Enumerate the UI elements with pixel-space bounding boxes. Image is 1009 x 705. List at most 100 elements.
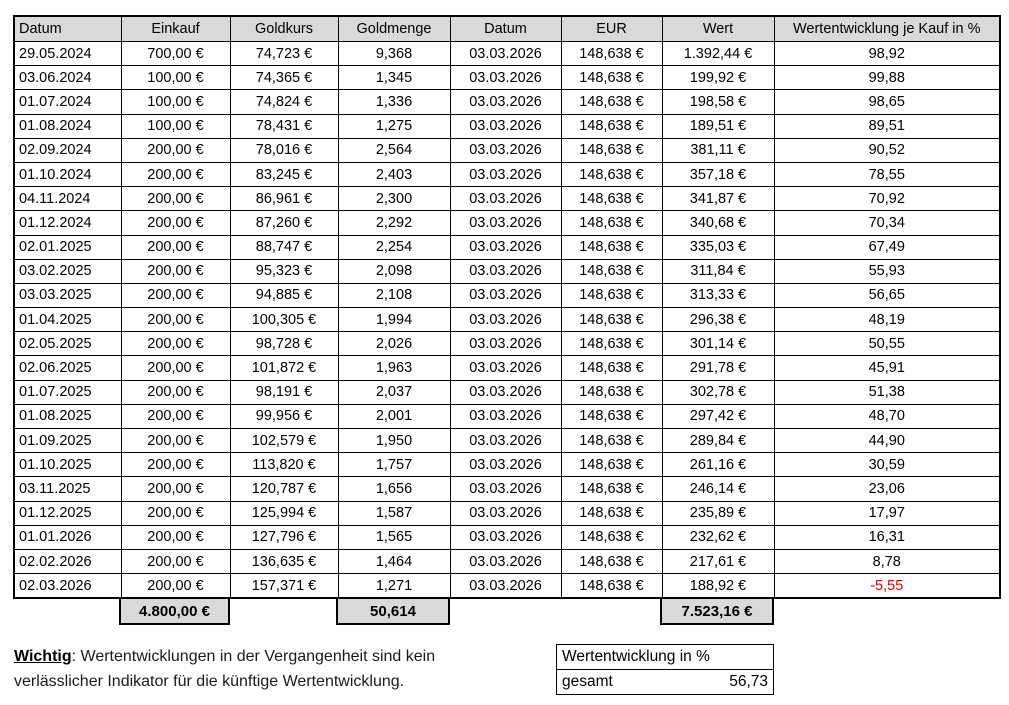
table-cell[interactable]: 1,757 bbox=[337, 452, 451, 478]
summary-title[interactable]: Wertentwicklung in % bbox=[557, 645, 773, 670]
table-cell[interactable]: 1,275 bbox=[337, 113, 451, 139]
table-cell[interactable]: 200,00 € bbox=[120, 548, 231, 575]
table-cell[interactable]: 90,52 bbox=[773, 137, 1001, 163]
table-cell[interactable]: 03.03.2026 bbox=[449, 500, 562, 526]
table-cell[interactable]: 136,635 € bbox=[229, 548, 339, 575]
col-header-eur[interactable]: EUR bbox=[560, 15, 663, 42]
table-cell[interactable]: 01.08.2024 bbox=[13, 113, 122, 139]
table-cell[interactable]: 01.12.2025 bbox=[13, 500, 122, 526]
table-cell[interactable]: 03.03.2026 bbox=[449, 452, 562, 478]
table-cell[interactable]: 200,00 € bbox=[120, 282, 231, 309]
table-cell[interactable]: 9,368 bbox=[337, 40, 451, 67]
table-cell[interactable]: 70,92 bbox=[773, 186, 1001, 212]
table-cell[interactable]: 297,42 € bbox=[661, 403, 775, 430]
table-cell[interactable]: 125,994 € bbox=[229, 500, 339, 526]
table-cell[interactable]: 30,59 bbox=[773, 452, 1001, 478]
table-cell[interactable]: 04.11.2024 bbox=[13, 186, 122, 212]
table-cell[interactable]: 03.03.2026 bbox=[449, 548, 562, 575]
table-cell[interactable]: 296,38 € bbox=[661, 307, 775, 333]
col-header-wert[interactable]: Wert bbox=[661, 15, 775, 42]
table-cell[interactable]: 148,638 € bbox=[560, 573, 663, 599]
table-cell[interactable]: 381,11 € bbox=[661, 137, 775, 163]
table-cell[interactable]: 148,638 € bbox=[560, 210, 663, 236]
table-cell[interactable]: 99,956 € bbox=[229, 403, 339, 430]
table-cell[interactable]: 200,00 € bbox=[120, 331, 231, 357]
table-cell[interactable]: 03.03.2026 bbox=[449, 40, 562, 67]
table-cell[interactable]: 8,78 bbox=[773, 548, 1001, 575]
table-cell[interactable]: -5,55 bbox=[773, 573, 1001, 599]
table-cell[interactable]: 44,90 bbox=[773, 427, 1001, 454]
table-cell[interactable]: 1,271 bbox=[337, 573, 451, 599]
table-cell[interactable]: 235,89 € bbox=[661, 500, 775, 526]
table-cell[interactable]: 03.03.2026 bbox=[449, 282, 562, 309]
table-cell[interactable]: 311,84 € bbox=[661, 258, 775, 284]
table-cell[interactable]: 357,18 € bbox=[661, 161, 775, 188]
table-cell[interactable]: 148,638 € bbox=[560, 89, 663, 115]
table-cell[interactable]: 189,51 € bbox=[661, 113, 775, 139]
table-cell[interactable]: 86,961 € bbox=[229, 186, 339, 212]
table-cell[interactable]: 01.08.2025 bbox=[13, 403, 122, 430]
table-cell[interactable]: 03.03.2026 bbox=[449, 210, 562, 236]
table-cell[interactable]: 148,638 € bbox=[560, 548, 663, 575]
table-cell[interactable]: 148,638 € bbox=[560, 113, 663, 139]
table-cell[interactable]: 99,88 bbox=[773, 65, 1001, 91]
table-cell[interactable]: 55,93 bbox=[773, 258, 1001, 284]
table-cell[interactable]: 289,84 € bbox=[661, 427, 775, 454]
table-cell[interactable]: 03.03.2026 bbox=[449, 403, 562, 430]
table-cell[interactable]: 148,638 € bbox=[560, 379, 663, 405]
table-cell[interactable]: 01.04.2025 bbox=[13, 307, 122, 333]
table-cell[interactable]: 01.10.2024 bbox=[13, 161, 122, 188]
table-cell[interactable]: 45,91 bbox=[773, 355, 1001, 381]
table-cell[interactable]: 200,00 € bbox=[120, 161, 231, 188]
table-cell[interactable]: 148,638 € bbox=[560, 282, 663, 309]
table-cell[interactable]: 70,34 bbox=[773, 210, 1001, 236]
table-cell[interactable]: 94,885 € bbox=[229, 282, 339, 309]
table-cell[interactable]: 1,565 bbox=[337, 524, 451, 550]
table-cell[interactable]: 2,564 bbox=[337, 137, 451, 163]
table-cell[interactable]: 03.03.2026 bbox=[449, 186, 562, 212]
table-cell[interactable]: 148,638 € bbox=[560, 137, 663, 163]
table-cell[interactable]: 148,638 € bbox=[560, 476, 663, 502]
table-cell[interactable]: 302,78 € bbox=[661, 379, 775, 405]
table-cell[interactable]: 148,638 € bbox=[560, 524, 663, 550]
table-cell[interactable]: 2,292 bbox=[337, 210, 451, 236]
table-cell[interactable]: 03.06.2024 bbox=[13, 65, 122, 91]
table-cell[interactable]: 48,19 bbox=[773, 307, 1001, 333]
table-cell[interactable]: 199,92 € bbox=[661, 65, 775, 91]
table-cell[interactable]: 200,00 € bbox=[120, 307, 231, 333]
table-cell[interactable]: 2,037 bbox=[337, 379, 451, 405]
table-cell[interactable]: 98,92 bbox=[773, 40, 1001, 67]
col-header-goldkurs[interactable]: Goldkurs bbox=[229, 15, 339, 42]
table-cell[interactable]: 78,55 bbox=[773, 161, 1001, 188]
table-cell[interactable]: 01.07.2024 bbox=[13, 89, 122, 115]
table-cell[interactable]: 148,638 € bbox=[560, 452, 663, 478]
table-cell[interactable]: 03.03.2026 bbox=[449, 65, 562, 91]
table-cell[interactable]: 95,323 € bbox=[229, 258, 339, 284]
table-cell[interactable]: 67,49 bbox=[773, 234, 1001, 260]
table-cell[interactable]: 313,33 € bbox=[661, 282, 775, 309]
col-header-goldmenge[interactable]: Goldmenge bbox=[337, 15, 451, 42]
table-cell[interactable]: 100,00 € bbox=[120, 113, 231, 139]
table-cell[interactable]: 29.05.2024 bbox=[13, 40, 122, 67]
table-cell[interactable]: 03.11.2025 bbox=[13, 476, 122, 502]
table-cell[interactable]: 02.01.2025 bbox=[13, 234, 122, 260]
table-cell[interactable]: 700,00 € bbox=[120, 40, 231, 67]
table-cell[interactable]: 335,03 € bbox=[661, 234, 775, 260]
table-cell[interactable]: 2,403 bbox=[337, 161, 451, 188]
table-cell[interactable]: 02.05.2025 bbox=[13, 331, 122, 357]
table-cell[interactable]: 217,61 € bbox=[661, 548, 775, 575]
table-cell[interactable]: 148,638 € bbox=[560, 355, 663, 381]
table-cell[interactable]: 01.12.2024 bbox=[13, 210, 122, 236]
table-cell[interactable]: 01.01.2026 bbox=[13, 524, 122, 550]
table-cell[interactable]: 1,994 bbox=[337, 307, 451, 333]
table-cell[interactable]: 200,00 € bbox=[120, 573, 231, 599]
table-cell[interactable]: 2,098 bbox=[337, 258, 451, 284]
table-cell[interactable]: 03.03.2026 bbox=[449, 307, 562, 333]
table-cell[interactable]: 2,300 bbox=[337, 186, 451, 212]
total-goldmenge-cell[interactable]: 50,614 bbox=[336, 597, 450, 625]
table-cell[interactable]: 89,51 bbox=[773, 113, 1001, 139]
table-cell[interactable]: 200,00 € bbox=[120, 210, 231, 236]
table-cell[interactable]: 03.03.2026 bbox=[449, 524, 562, 550]
table-cell[interactable]: 23,06 bbox=[773, 476, 1001, 502]
table-cell[interactable]: 02.02.2026 bbox=[13, 548, 122, 575]
